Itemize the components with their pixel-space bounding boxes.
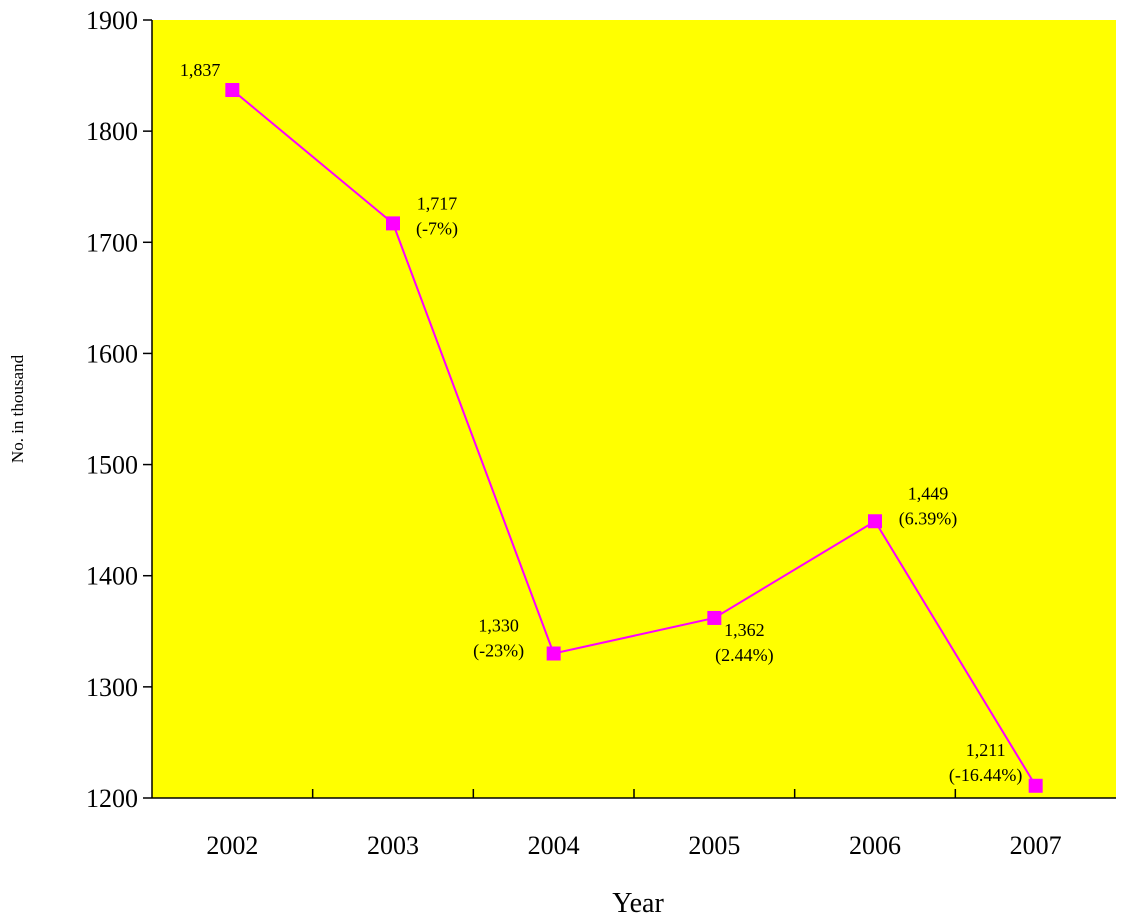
y-tick-label: 1400 [86,562,138,591]
x-tick-label: 2003 [367,831,419,860]
data-label-layer: 1,837 1,717 (-7%) 1,330 (-23%) 1,362 (2.44%) 1,… [180,60,1023,786]
data-change-label: (-16.44%) [949,765,1022,786]
data-change-label: (-7%) [416,218,458,239]
y-tick-label: 1800 [86,117,138,146]
series-line [231,89,1037,787]
plot-area-background [152,20,1116,798]
data-point-marker [1028,778,1043,793]
y-tick-label: 1900 [86,6,138,35]
data-change-label: (6.39%) [899,508,957,529]
data-point-marker [546,646,561,661]
data-point-marker [707,610,722,625]
data-point-marker [868,514,882,529]
y-axis-ticks: 1200 1300 1400 1500 1600 1700 1800 1900 [86,6,152,813]
x-tick-label: 2005 [688,831,740,860]
data-value-label: 1,449 [908,483,949,503]
x-tick-label: 2007 [1010,831,1062,860]
y-tick-label: 1300 [86,673,138,702]
data-point-marker [386,216,400,231]
data-value-label: 1,362 [724,620,765,640]
x-tick-label: 2006 [849,831,901,860]
data-value-label: 1,837 [180,60,221,80]
data-change-label: (2.44%) [715,645,773,666]
x-tick-label: 2004 [528,831,580,860]
data-value-label: 1,211 [966,740,1006,760]
y-tick-label: 1500 [86,451,138,480]
series-layer [225,83,1043,793]
x-tick-label: 2002 [206,831,258,860]
data-value-label: 1,330 [478,616,519,636]
y-tick-label: 1600 [86,339,138,368]
x-axis-ticks: 2002 2003 2004 2005 2006 2007 [206,789,1062,860]
x-axis-title: Year [612,888,664,919]
data-point-marker [225,83,240,98]
y-axis-title: No. in thousand [8,354,27,463]
data-value-label: 1,717 [417,193,458,213]
y-tick-label: 1700 [86,228,138,257]
data-change-label: (-23%) [473,641,524,662]
y-tick-label: 1200 [86,784,138,813]
